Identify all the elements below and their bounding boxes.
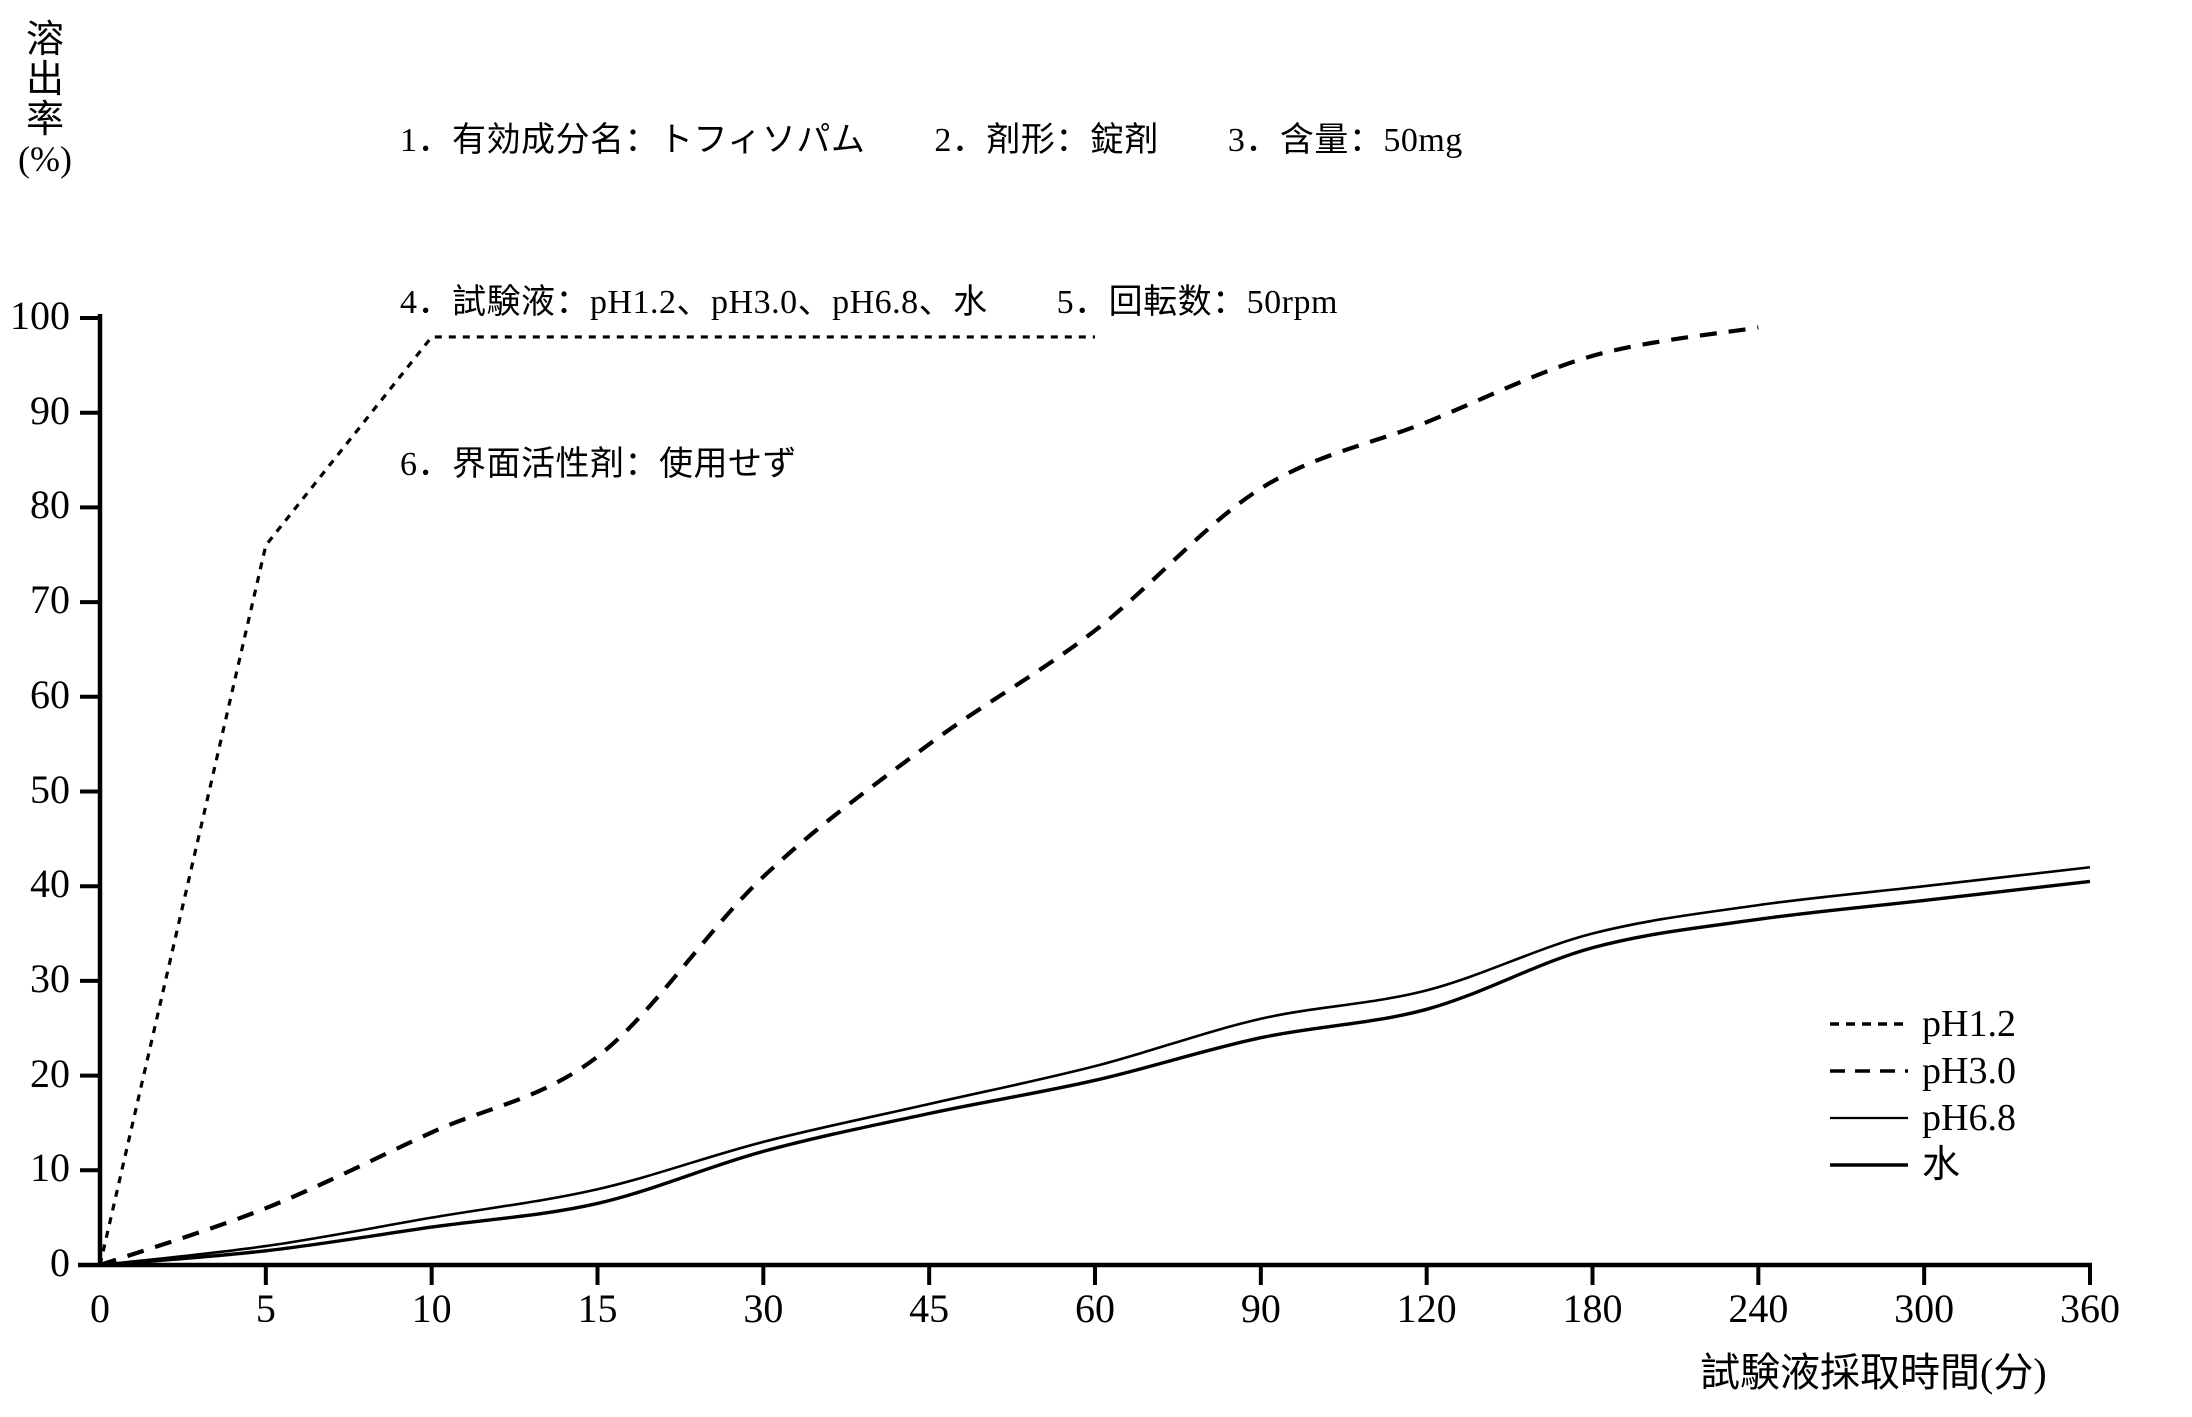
legend-label-ph68: pH6.8 <box>1922 1096 2016 1139</box>
legend-label-ph12: pH1.2 <box>1922 1002 2016 1045</box>
x-tick-label: 120 <box>1396 1286 1457 1331</box>
x-tick-label: 360 <box>2060 1286 2120 1331</box>
x-tick-label: 15 <box>577 1286 618 1331</box>
y-axis-title-char-1: 溶 <box>25 19 64 61</box>
y-axis-title-char-3: 率 <box>25 99 64 141</box>
x-tick-label: 0 <box>90 1286 110 1331</box>
x-tick-label: 240 <box>1728 1286 1789 1331</box>
x-tick-label: 180 <box>1562 1286 1623 1331</box>
series-line-pH30 <box>99 325 1759 1267</box>
series-line-pH12 <box>98 335 1095 1266</box>
y-tick-label: 80 <box>30 482 70 528</box>
legend-line-sample-dashed <box>1830 1063 1908 1079</box>
legend-label-water: 水 <box>1922 1143 1961 1186</box>
y-tick-label: 40 <box>30 861 70 907</box>
legend-line-sample-thin <box>1830 1110 1908 1126</box>
x-tick-label: 45 <box>909 1286 950 1331</box>
legend-line-sample-dotted <box>1830 1016 1908 1032</box>
x-axis-title: 試験液採取時間(分) <box>1700 1350 2047 1395</box>
header-note-line-3: 6．界面活性剤：使用せず <box>400 446 797 483</box>
header-note-line-2: 4．試験液：pH1.2、pH3.0、pH6.8、水 5．回転数：50rpm <box>400 284 1338 321</box>
y-axis-title-unit: (%) <box>18 139 72 179</box>
chart-axes <box>78 314 2092 1285</box>
x-tick-label: 10 <box>411 1286 452 1331</box>
y-axis-title: 溶 出 率 (%) <box>14 20 76 178</box>
y-tick-label: 90 <box>30 387 70 433</box>
x-tick-label: 60 <box>1075 1286 1115 1331</box>
header-notes: 1．有効成分名：トフィソパム 2．剤形：錠剤 3．含量：50mg 4．試験液：p… <box>400 6 1800 546</box>
y-axis-title-char-2: 出 <box>25 59 64 101</box>
legend-item-ph30: pH3.0 <box>1830 1047 2140 1094</box>
x-tick-label: 5 <box>255 1286 276 1331</box>
x-tick-label: 300 <box>1894 1286 1955 1331</box>
y-tick-label: 50 <box>30 766 70 812</box>
series-line-pH68 <box>99 865 2091 1267</box>
legend-label-ph30: pH3.0 <box>1922 1049 2016 1092</box>
legend-item-water: 水 <box>1830 1141 2140 1188</box>
y-tick-label: 70 <box>30 577 70 623</box>
x-tick-label: 30 <box>743 1286 784 1331</box>
chart-legend: pH1.2 pH3.0 pH6.8 水 <box>1830 1000 2140 1188</box>
y-tick-label: 0 <box>50 1240 70 1285</box>
legend-item-ph12: pH1.2 <box>1830 1000 2140 1047</box>
x-tick-label: 90 <box>1240 1286 1281 1331</box>
series-line- <box>99 879 2091 1267</box>
header-note-line-1: 1．有効成分名：トフィソパム 2．剤形：錠剤 3．含量：50mg <box>400 122 1463 159</box>
chart-series <box>98 325 2091 1267</box>
y-tick-label: 30 <box>30 955 70 1001</box>
legend-line-sample-solid <box>1830 1157 1908 1173</box>
y-tick-label: 60 <box>30 671 70 717</box>
legend-item-ph68: pH6.8 <box>1830 1094 2140 1141</box>
y-tick-label: 100 <box>10 293 70 338</box>
y-tick-label: 20 <box>30 1050 70 1096</box>
y-tick-label: 10 <box>30 1145 70 1191</box>
